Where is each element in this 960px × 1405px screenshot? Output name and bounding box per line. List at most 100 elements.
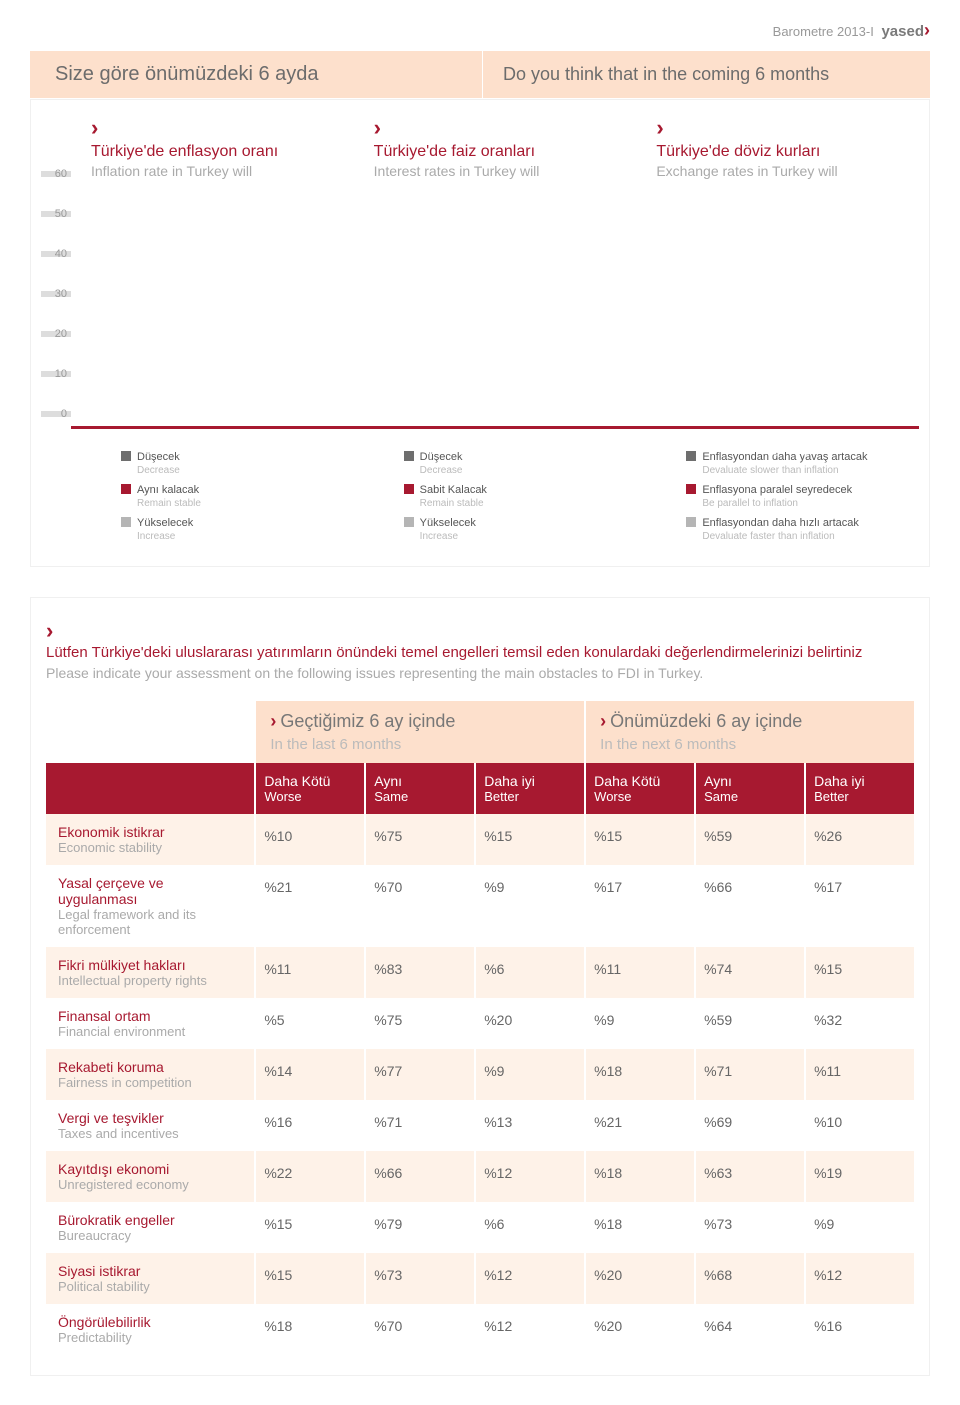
baseline xyxy=(71,426,919,429)
chart-title-tr: Türkiye'de döviz kurları xyxy=(656,143,919,161)
table-cell: %15 xyxy=(254,1202,364,1253)
question-2-block: › Lütfen Türkiye'deki uluslararası yatır… xyxy=(30,597,930,1376)
row-label-en: Political stability xyxy=(58,1279,242,1294)
row-label: Yasal çerçeve ve uygulanmasıLegal framew… xyxy=(46,865,254,947)
row-label: Rekabeti korumaFairness in competition xyxy=(46,1049,254,1100)
row-label-tr: Ekonomik istikrar xyxy=(58,824,242,840)
chevron-icon: › xyxy=(374,115,637,141)
titlebar-left: Size göre önümüzdeki 6 ayda xyxy=(30,63,482,86)
chart-title-en: Interest rates in Turkey will xyxy=(374,163,637,179)
legend-label-en: Remain stable xyxy=(420,498,637,509)
col-header-en: Same xyxy=(374,789,466,804)
row-label: Kayıtdışı ekonomiUnregistered economy xyxy=(46,1151,254,1202)
legends: Düşecek Decrease Aynı kalacak Remain stable… xyxy=(71,447,919,546)
chevron-icon: › xyxy=(46,618,914,644)
table-cell: %18 xyxy=(584,1202,694,1253)
table-cell: %19 xyxy=(804,1151,914,1202)
table-cell: %10 xyxy=(254,814,364,865)
chart-title-en: Inflation rate in Turkey will xyxy=(91,163,354,179)
table-body: Ekonomik istikrarEconomic stability%10%7… xyxy=(46,814,914,1355)
col-header-en: Better xyxy=(814,789,906,804)
table-row: Yasal çerçeve ve uygulanmasıLegal framew… xyxy=(46,865,914,947)
chevron-icon: › xyxy=(91,115,354,141)
chevron-icon: › xyxy=(656,115,919,141)
table-cell: %6 xyxy=(474,947,584,998)
row-label-tr: Bürokratik engeller xyxy=(58,1212,242,1228)
table-cell: %12 xyxy=(474,1151,584,1202)
table-cell: %59 xyxy=(694,814,804,865)
chart-title-en: Exchange rates in Turkey will xyxy=(656,163,919,179)
table-cell: %16 xyxy=(804,1304,914,1355)
chart-heads: › Türkiye'de enflasyon oranı Inflation r… xyxy=(71,115,919,179)
legend-label-tr: Düşecek xyxy=(137,451,180,463)
table-cell: %21 xyxy=(584,1100,694,1151)
legend-label-en: Devaluate slower than inflation xyxy=(702,465,919,476)
table-cell: %17 xyxy=(584,865,694,947)
period-tr: Geçtiğimiz 6 ay içinde xyxy=(280,711,455,731)
row-label: Fikri mülkiyet haklarıIntellectual prope… xyxy=(46,947,254,998)
legend-label-en: Decrease xyxy=(420,465,637,476)
legend-label-tr: Sabit Kalacak xyxy=(420,484,487,496)
row-label: Ekonomik istikrarEconomic stability xyxy=(46,814,254,865)
table-cell: %9 xyxy=(474,865,584,947)
bar-value-label: %11 xyxy=(518,432,532,455)
row-label: Bürokratik engellerBureaucracy xyxy=(46,1202,254,1253)
q2-title-tr: Lütfen Türkiye'deki uluslararası yatırım… xyxy=(46,644,914,661)
table-cell: %10 xyxy=(804,1100,914,1151)
row-label: Vergi ve teşviklerTaxes and incentives xyxy=(46,1100,254,1151)
col-header-en: Same xyxy=(704,789,796,804)
table-row: Vergi ve teşviklerTaxes and incentives %1… xyxy=(46,1100,914,1151)
table-cell: %18 xyxy=(584,1151,694,1202)
table-cell: %12 xyxy=(474,1304,584,1355)
period-tr: Önümüzdeki 6 ay içinde xyxy=(610,711,802,731)
title-bar: Size göre önümüzdeki 6 ayda Do you think… xyxy=(30,51,930,99)
table-cell: %12 xyxy=(474,1253,584,1304)
col-header: Daha KötüWorse xyxy=(584,763,694,814)
table-cell: %66 xyxy=(694,865,804,947)
y-tick: 20 xyxy=(41,331,71,343)
legend-label-en: Be parallel to inflation xyxy=(702,498,919,509)
row-label-en: Legal framework and its enforcement xyxy=(58,907,242,937)
table-row: Bürokratik engellerBureaucracy%15%79%6%1… xyxy=(46,1202,914,1253)
table-cell: %18 xyxy=(254,1304,364,1355)
brand-name: yased xyxy=(881,23,924,40)
y-tick: 10 xyxy=(41,371,71,383)
legend-swatch xyxy=(121,451,131,461)
table-cell: %66 xyxy=(364,1151,474,1202)
table-cell: %20 xyxy=(584,1304,694,1355)
bar-value-label: %5 xyxy=(741,435,755,452)
chart-block: › Türkiye'de enflasyon oranı Inflation r… xyxy=(30,99,930,567)
legend-swatch xyxy=(121,517,131,527)
legend-label-tr: Yükselecek xyxy=(137,517,193,529)
col-header-en: Worse xyxy=(264,789,356,804)
table-cell: %83 xyxy=(364,947,474,998)
header-text: Barometre 2013-I xyxy=(773,24,874,39)
table-cell: %12 xyxy=(804,1253,914,1304)
table-cell: %75 xyxy=(364,814,474,865)
chevron-icon: › xyxy=(600,711,606,731)
assessment-table: › Geçtiğimiz 6 ay içinde In the last 6 mon… xyxy=(46,701,914,1355)
table-cell: %68 xyxy=(694,1253,804,1304)
spacer xyxy=(46,763,254,814)
period-en: In the last 6 months xyxy=(270,736,570,753)
row-label-tr: Siyasi istikrar xyxy=(58,1263,242,1279)
table-cell: %21 xyxy=(254,865,364,947)
legend: Enflasyondan daha yavaş artacakDevaluate… xyxy=(636,447,919,546)
table-cell: %9 xyxy=(474,1049,584,1100)
table-cell: %70 xyxy=(364,1304,474,1355)
table-cell: %70 xyxy=(364,865,474,947)
legend-label-tr: Aynı kalacak xyxy=(137,484,199,496)
table-cell: %11 xyxy=(254,947,364,998)
legend-swatch xyxy=(686,517,696,527)
plot-area: %15%56%29%31%58%11%5%35%60 xyxy=(71,189,919,429)
row-label-en: Economic stability xyxy=(58,840,242,855)
col-header-en: Worse xyxy=(594,789,686,804)
legend-item: Enflasyondan daha hızlı artacakDevaluate… xyxy=(686,513,919,542)
chart-area: 0102030405060 %15%56%29%31%58%11%5%35%60 xyxy=(41,189,919,429)
table-cell: %15 xyxy=(254,1253,364,1304)
row-label-en: Taxes and incentives xyxy=(58,1126,242,1141)
legend: DüşecekDecreaseAynı kalacakRemain stable… xyxy=(71,447,354,546)
row-label: ÖngörülebilirlikPredictability xyxy=(46,1304,254,1355)
legend-label-en: Remain stable xyxy=(137,498,354,509)
table-cell: %22 xyxy=(254,1151,364,1202)
